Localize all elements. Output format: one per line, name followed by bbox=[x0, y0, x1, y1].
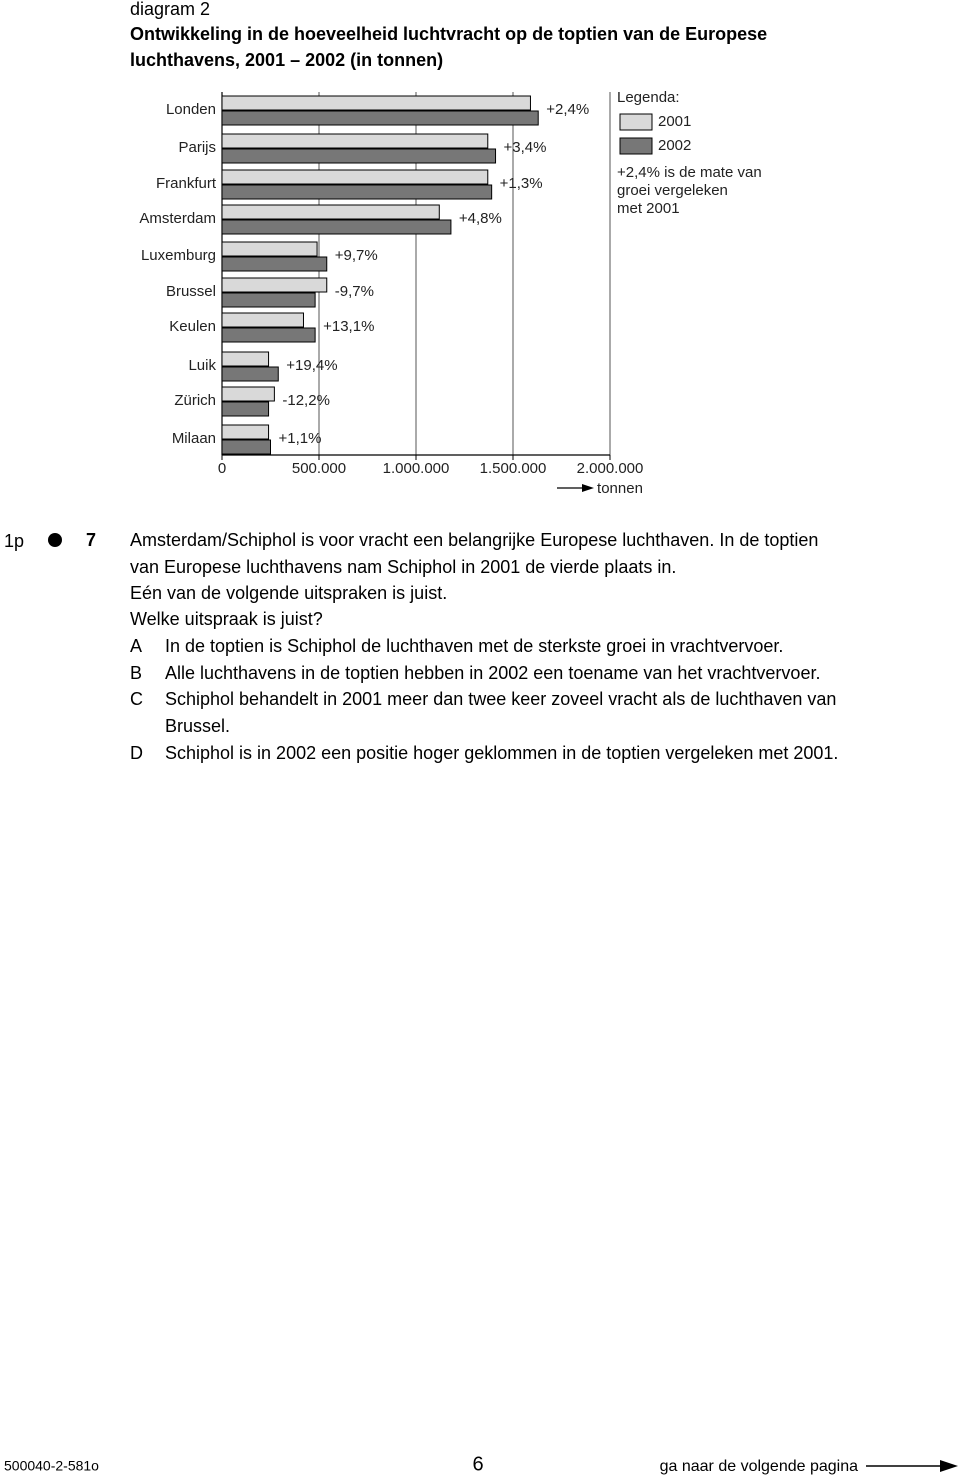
option-letter: D bbox=[130, 743, 143, 763]
y-tick-label: Keulen bbox=[169, 318, 216, 335]
x-tick-label: 1.000.000 bbox=[383, 460, 450, 477]
question-number: 7 bbox=[86, 530, 96, 550]
legend-label: 2001 bbox=[658, 113, 691, 130]
growth-label: +19,4% bbox=[286, 357, 337, 374]
x-tick-label: 0 bbox=[218, 460, 226, 477]
legend-note: groei vergeleken bbox=[617, 182, 728, 199]
bar bbox=[221, 148, 497, 164]
bar bbox=[221, 133, 489, 149]
growth-label: +13,1% bbox=[323, 318, 374, 335]
question-text: Eén van de volgende uitspraken is juist. bbox=[130, 583, 447, 603]
option-letter: C bbox=[130, 689, 143, 709]
y-tick-label: Amsterdam bbox=[139, 210, 216, 227]
bar bbox=[221, 241, 318, 257]
legend-note: met 2001 bbox=[617, 200, 680, 217]
legend-label: 2002 bbox=[658, 137, 691, 154]
y-tick-label: Frankfurt bbox=[156, 175, 217, 192]
diagram-title: luchthavens, 2001 – 2002 (in tonnen) bbox=[130, 50, 443, 70]
bar bbox=[221, 366, 279, 382]
footer-code: 500040-2-581o bbox=[4, 1458, 99, 1474]
growth-label: +2,4% bbox=[546, 101, 589, 118]
bar bbox=[221, 184, 493, 200]
option-text: Schiphol behandelt in 2001 meer dan twee… bbox=[165, 689, 836, 709]
growth-label: +3,4% bbox=[504, 139, 547, 156]
diagram-title: Ontwikkeling in de hoeveelheid luchtvrac… bbox=[130, 24, 767, 44]
bar bbox=[221, 169, 489, 185]
question-text: Amsterdam/Schiphol is voor vracht een be… bbox=[130, 530, 818, 550]
growth-label: -12,2% bbox=[282, 392, 330, 409]
bar bbox=[221, 386, 275, 402]
points: 1p bbox=[4, 531, 24, 551]
legend-swatch bbox=[619, 113, 653, 131]
legend-swatch bbox=[619, 137, 653, 155]
y-tick-label: Parijs bbox=[178, 139, 216, 156]
y-tick-label: Zürich bbox=[174, 392, 216, 409]
growth-label: +4,8% bbox=[459, 210, 502, 227]
y-tick-label: Brussel bbox=[166, 283, 216, 300]
bar bbox=[221, 110, 539, 126]
growth-label: +1,3% bbox=[500, 175, 543, 192]
y-tick-label: Luik bbox=[188, 357, 216, 374]
bar bbox=[221, 424, 270, 440]
growth-label: +1,1% bbox=[279, 430, 322, 447]
bullet bbox=[48, 533, 62, 547]
bar bbox=[221, 256, 328, 272]
option-letter: B bbox=[130, 663, 142, 683]
option-text: Brussel. bbox=[165, 716, 230, 736]
growth-label: +9,7% bbox=[335, 247, 378, 264]
x-tick-label: 2.000.000 bbox=[577, 460, 644, 477]
footer-arrow-head bbox=[940, 1460, 958, 1472]
option-text: Schiphol is in 2002 een positie hoger ge… bbox=[165, 743, 838, 763]
bar bbox=[221, 401, 270, 417]
bar bbox=[221, 219, 452, 235]
legend-title: Legenda: bbox=[617, 89, 680, 106]
bar bbox=[221, 439, 271, 455]
bar bbox=[221, 351, 270, 367]
y-tick-label: Milaan bbox=[172, 430, 216, 447]
x-tick-label: 500.000 bbox=[292, 460, 346, 477]
y-tick-label: Londen bbox=[166, 101, 216, 118]
option-text: In de toptien is Schiphol de luchthaven … bbox=[165, 636, 783, 656]
legend-note: +2,4% is de mate van bbox=[617, 164, 762, 181]
axis-arrow-head bbox=[582, 484, 594, 492]
bar bbox=[221, 277, 328, 293]
growth-label: -9,7% bbox=[335, 283, 374, 300]
x-axis-label: tonnen bbox=[597, 480, 643, 497]
bar bbox=[221, 312, 304, 328]
option-text: Alle luchthavens in de toptien hebben in… bbox=[165, 663, 820, 683]
bar bbox=[221, 95, 531, 111]
bar bbox=[221, 327, 316, 343]
footer-next: ga naar de volgende pagina bbox=[660, 1458, 858, 1475]
bar bbox=[221, 292, 316, 308]
bar bbox=[221, 204, 440, 220]
question-text: Welke uitspraak is juist? bbox=[130, 609, 323, 629]
page-number: 6 bbox=[472, 1453, 483, 1475]
diagram-label: diagram 2 bbox=[130, 0, 210, 19]
question-text: van Europese luchthavens nam Schiphol in… bbox=[130, 557, 676, 577]
x-tick-label: 1.500.000 bbox=[480, 460, 547, 477]
y-tick-label: Luxemburg bbox=[141, 247, 216, 264]
option-letter: A bbox=[130, 636, 142, 656]
